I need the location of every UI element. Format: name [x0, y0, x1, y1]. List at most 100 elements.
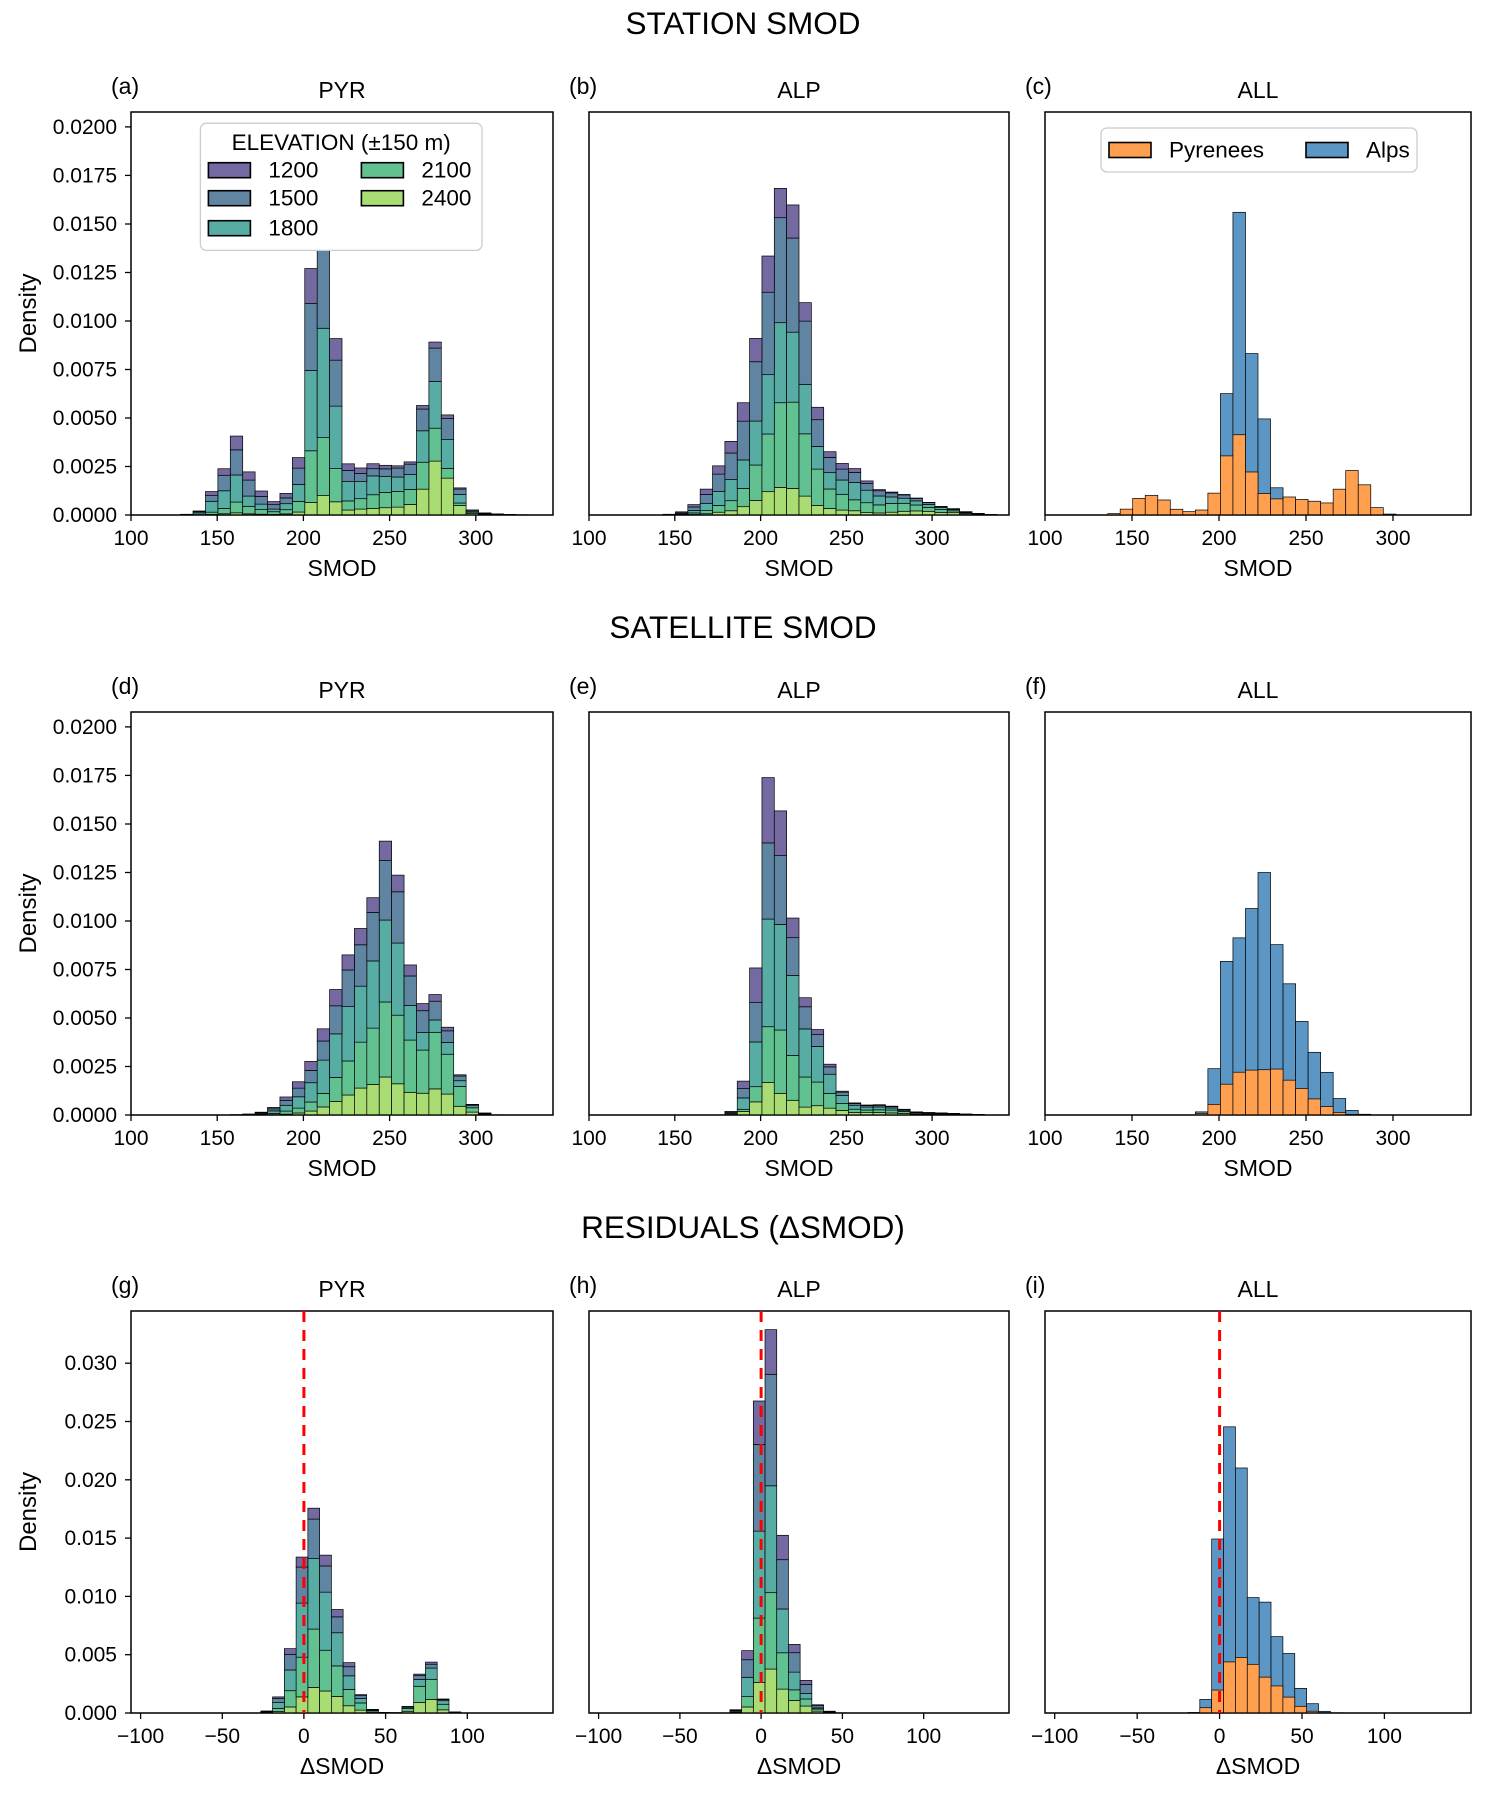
svg-text:0.0200: 0.0200 [53, 116, 117, 139]
svg-text:0.0175: 0.0175 [53, 164, 117, 187]
svg-text:300: 300 [458, 1127, 493, 1150]
svg-text:−50: −50 [204, 1725, 240, 1748]
svg-text:PYR: PYR [318, 1276, 365, 1302]
svg-text:0.015: 0.015 [64, 1527, 117, 1550]
svg-text:0.020: 0.020 [64, 1469, 117, 1492]
svg-text:100: 100 [571, 527, 606, 550]
svg-text:250: 250 [1288, 1127, 1323, 1150]
svg-text:−50: −50 [662, 1725, 698, 1748]
svg-text:0.0000: 0.0000 [53, 1104, 117, 1127]
svg-text:100: 100 [906, 1725, 941, 1748]
svg-text:0.000: 0.000 [64, 1702, 117, 1725]
svg-text:ALL: ALL [1238, 677, 1279, 703]
svg-text:100: 100 [113, 527, 148, 550]
svg-text:250: 250 [372, 527, 407, 550]
svg-text:100: 100 [113, 1127, 148, 1150]
svg-text:0.0025: 0.0025 [53, 1056, 117, 1079]
svg-text:2400: 2400 [421, 186, 471, 211]
svg-text:200: 200 [286, 1127, 321, 1150]
svg-text:ALL: ALL [1238, 77, 1279, 103]
svg-text:250: 250 [1288, 527, 1323, 550]
svg-text:(h): (h) [569, 1272, 597, 1298]
svg-text:ELEVATION (±150 m): ELEVATION (±150 m) [232, 130, 451, 155]
svg-text:100: 100 [1027, 527, 1062, 550]
svg-text:300: 300 [1375, 1127, 1410, 1150]
svg-text:0: 0 [755, 1725, 767, 1748]
svg-text:PYR: PYR [318, 77, 365, 103]
svg-text:150: 150 [1114, 527, 1149, 550]
svg-text:1800: 1800 [268, 216, 318, 241]
svg-text:Density: Density [15, 273, 42, 353]
svg-text:300: 300 [1375, 527, 1410, 550]
svg-text:(b): (b) [569, 73, 597, 99]
svg-text:Density: Density [15, 873, 42, 953]
svg-text:150: 150 [657, 1127, 692, 1150]
svg-text:ALP: ALP [777, 77, 820, 103]
svg-text:250: 250 [372, 1127, 407, 1150]
svg-text:ALP: ALP [777, 677, 820, 703]
svg-text:100: 100 [450, 1725, 485, 1748]
svg-text:(f): (f) [1025, 673, 1047, 699]
svg-text:SMOD: SMOD [308, 555, 377, 581]
svg-text:300: 300 [458, 527, 493, 550]
svg-text:200: 200 [743, 527, 778, 550]
svg-text:50: 50 [374, 1725, 397, 1748]
svg-text:0.0125: 0.0125 [53, 262, 117, 285]
svg-text:Density: Density [15, 1472, 42, 1552]
svg-text:SMOD: SMOD [765, 1155, 834, 1181]
svg-text:250: 250 [829, 527, 864, 550]
svg-text:150: 150 [200, 1127, 235, 1150]
svg-text:PYR: PYR [318, 677, 365, 703]
svg-text:0.0100: 0.0100 [53, 910, 117, 933]
svg-text:Pyrenees: Pyrenees [1169, 138, 1264, 163]
svg-text:250: 250 [829, 1127, 864, 1150]
svg-text:0.0150: 0.0150 [53, 213, 117, 236]
svg-text:0.0100: 0.0100 [53, 310, 117, 333]
svg-text:Alps: Alps [1366, 138, 1410, 163]
svg-text:0.0025: 0.0025 [53, 456, 117, 479]
svg-text:100: 100 [1367, 1725, 1402, 1748]
svg-text:ΔSMOD: ΔSMOD [1216, 1753, 1300, 1779]
svg-text:0.0050: 0.0050 [53, 1007, 117, 1030]
svg-text:0.0200: 0.0200 [53, 716, 117, 739]
svg-text:ΔSMOD: ΔSMOD [757, 1753, 841, 1779]
svg-text:ΔSMOD: ΔSMOD [300, 1753, 384, 1779]
svg-text:0.0050: 0.0050 [53, 407, 117, 430]
svg-text:SMOD: SMOD [308, 1155, 377, 1181]
svg-text:0: 0 [298, 1725, 310, 1748]
svg-text:0.0000: 0.0000 [53, 504, 117, 527]
svg-text:SATELLITE SMOD: SATELLITE SMOD [609, 609, 876, 645]
svg-text:0.030: 0.030 [64, 1352, 117, 1375]
svg-text:SMOD: SMOD [1224, 555, 1293, 581]
svg-text:SMOD: SMOD [765, 555, 834, 581]
svg-text:(d): (d) [111, 673, 139, 699]
svg-text:0: 0 [1214, 1725, 1226, 1748]
svg-text:0.0150: 0.0150 [53, 813, 117, 836]
svg-text:1500: 1500 [268, 186, 318, 211]
svg-text:0.0075: 0.0075 [53, 359, 117, 382]
svg-text:300: 300 [915, 1127, 950, 1150]
svg-text:SMOD: SMOD [1224, 1155, 1293, 1181]
svg-text:200: 200 [1201, 527, 1236, 550]
svg-text:0.005: 0.005 [64, 1644, 117, 1667]
svg-text:0.010: 0.010 [64, 1585, 117, 1608]
svg-text:50: 50 [1290, 1725, 1313, 1748]
svg-text:(g): (g) [111, 1272, 139, 1298]
svg-text:RESIDUALS (ΔSMOD): RESIDUALS (ΔSMOD) [581, 1209, 905, 1245]
svg-text:150: 150 [200, 527, 235, 550]
svg-text:2100: 2100 [421, 158, 471, 183]
svg-text:−100: −100 [1031, 1725, 1078, 1748]
svg-text:0.0075: 0.0075 [53, 959, 117, 982]
svg-text:50: 50 [831, 1725, 854, 1748]
svg-text:(i): (i) [1025, 1272, 1045, 1298]
svg-text:200: 200 [743, 1127, 778, 1150]
svg-text:(c): (c) [1025, 73, 1052, 99]
svg-text:0.0175: 0.0175 [53, 764, 117, 787]
svg-text:−100: −100 [117, 1725, 164, 1748]
svg-text:150: 150 [1114, 1127, 1149, 1150]
svg-text:200: 200 [286, 527, 321, 550]
svg-text:300: 300 [915, 527, 950, 550]
svg-text:1200: 1200 [268, 158, 318, 183]
svg-text:100: 100 [1027, 1127, 1062, 1150]
svg-text:100: 100 [571, 1127, 606, 1150]
